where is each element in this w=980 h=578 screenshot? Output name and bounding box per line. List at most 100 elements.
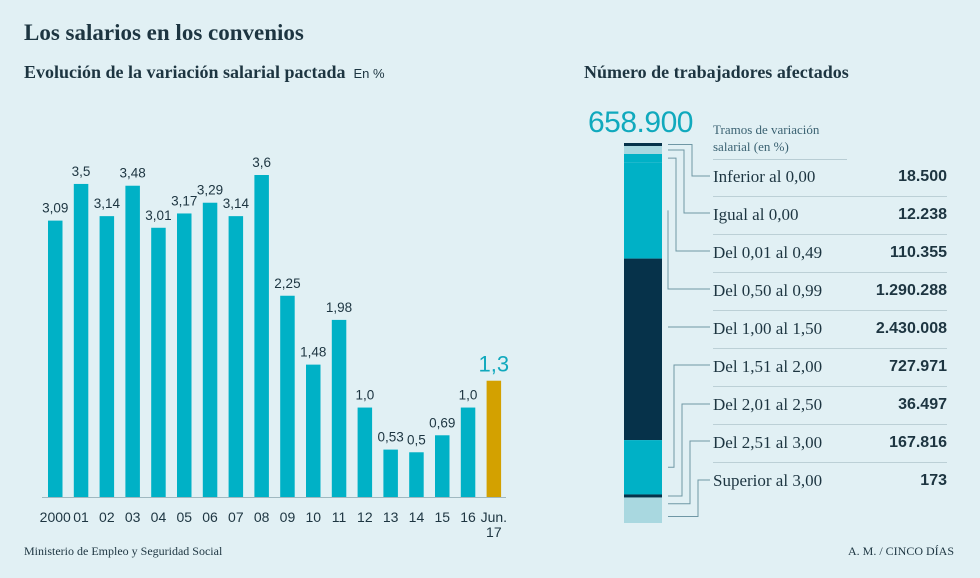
worker-count: 18.500 [898,168,947,185]
legend-row: Del 1,51 al 2,00 727.971 [713,348,947,387]
tick-label: 14 [409,509,425,525]
data-label: 3,5 [72,164,91,179]
tick-label: Jun. [481,509,507,525]
data-label: 1,3 [479,352,510,377]
bar [486,380,502,497]
data-label: 0,5 [407,432,426,447]
data-label: 3,14 [223,196,250,211]
stacked-chart-title: Número de trabajadores afectados [584,62,849,82]
tick-label: 01 [73,509,89,525]
data-label: 3,17 [171,193,197,208]
tick-label: 10 [305,509,321,525]
data-label: 3,01 [145,208,171,223]
stack-segment [624,143,662,146]
tick-label: 17 [486,524,502,540]
legend-row: Inferior al 0,00 18.500 [713,158,947,197]
data-label: 0,69 [429,415,455,430]
bar-chart-title-text: Evolución de la variación salarial pacta… [24,62,346,82]
worker-count: 2.430.008 [875,320,947,337]
range-label: Del 2,51 al 3,00 [713,433,823,452]
connector-line [668,157,710,252]
tick-label: 11 [332,509,347,525]
tick-label: 08 [254,509,270,525]
bar [202,202,218,497]
tick-label: 07 [228,509,244,525]
credit: A. M. / CINCO DÍAS [847,544,954,558]
data-label: 1,0 [355,388,374,403]
stack-segment [624,440,662,495]
range-label: Del 1,00 al 1,50 [713,319,823,338]
legend-row: Igual al 0,00 12.238 [713,196,947,235]
bar [280,295,295,497]
bar [125,185,140,497]
legend-row: Del 2,51 al 3,00 167.816 [713,424,947,463]
bar [99,216,115,497]
connector-line [668,364,710,468]
data-label: 2,25 [274,276,300,291]
connector-line [668,440,710,505]
tick-label: 03 [125,509,141,525]
range-label: Superior al 3,00 [713,471,823,490]
tick-label: 04 [151,509,167,525]
connector-line [668,149,710,214]
bar [331,319,347,497]
tick-label: 2000 [40,509,71,525]
range-label: Del 0,01 al 0,49 [713,243,823,262]
worker-count: 167.816 [889,434,947,451]
stack-segment [624,494,662,498]
bar [460,407,476,497]
worker-count: 36.497 [898,396,947,413]
tick-label: 15 [434,509,450,525]
stacked-bar [624,143,710,523]
connector-line [668,479,710,517]
bar [357,407,373,497]
main-title: Los salarios en los convenios [24,20,304,45]
legend-title: Tramos de variación salarial (en %) [713,121,847,160]
data-label: 1,0 [459,388,478,403]
data-label: 0,53 [378,430,404,445]
stack-segment [624,510,662,523]
worker-count: 727.971 [889,358,947,375]
stack-segment [624,258,662,441]
data-label: 1,98 [326,300,352,315]
tick-label: 16 [460,509,476,525]
range-label: Del 1,51 al 2,00 [713,357,823,376]
tick-label: 06 [202,509,218,525]
connector-line [668,144,710,177]
bar [177,213,192,497]
bar [409,452,424,497]
stack-segment [624,146,662,154]
bar [151,227,166,497]
tick-label: 05 [176,509,192,525]
tick-label: 02 [99,509,115,525]
data-label: 1,48 [300,345,326,360]
tick-label: 13 [383,509,399,525]
tick-label: 09 [280,509,296,525]
range-label: Del 0,50 al 0,99 [713,281,823,300]
data-label: 3,14 [94,196,121,211]
legend-row: Del 2,01 al 2,50 36.497 [713,386,947,425]
stack-segment [624,162,662,259]
range-label: Del 2,01 al 2,50 [713,395,823,414]
connector-line [667,210,710,290]
data-label: 3,29 [197,183,223,198]
total-label: 658.900 [588,106,693,139]
data-label: 3,48 [120,166,146,181]
bar [435,435,450,497]
bar [254,175,269,497]
bar-chart-title: Evolución de la variación salarial pacta… [24,62,385,83]
bar [383,449,398,497]
data-label: 3,09 [42,201,68,216]
stack-segment [624,497,662,510]
range-label: Igual al 0,00 [713,205,799,224]
worker-count: 110.355 [890,244,947,261]
bar [73,183,89,497]
range-label: Inferior al 0,00 [713,167,816,186]
source: Ministerio de Empleo y Seguridad Social [24,544,223,558]
stack-segment [624,154,662,163]
data-label: 3,6 [252,155,271,170]
connector-line [668,403,710,497]
bar-chart: 3,09 2000 3,5 01 3,14 02 3,48 03 3,01 04 3,17 05 3,2… [40,155,510,540]
worker-count: 12.238 [898,206,947,223]
legend-row: Del 0,01 al 0,49 110.355 [713,234,947,273]
